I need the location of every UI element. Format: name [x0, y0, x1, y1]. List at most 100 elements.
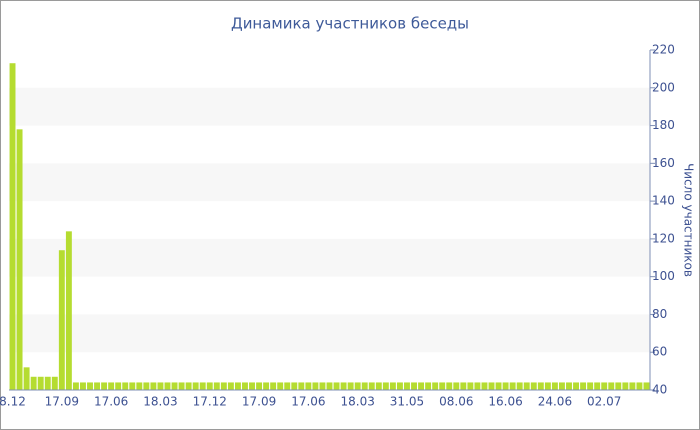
bar [65, 231, 72, 390]
bar [594, 382, 601, 390]
bar [129, 382, 136, 390]
bar [58, 250, 65, 390]
bar [305, 382, 312, 390]
bar [136, 382, 143, 390]
y-axis-title: Число участников [682, 163, 696, 277]
bar [192, 382, 199, 390]
bar [516, 382, 523, 390]
bar [270, 382, 277, 390]
bar [80, 382, 86, 390]
grid-band [9, 238, 650, 277]
bar [453, 382, 460, 390]
bar [566, 382, 572, 390]
x-tick-label: 17.12 [193, 395, 227, 409]
bar [382, 382, 389, 390]
x-tick-label: 02.07 [587, 395, 621, 409]
bar [227, 382, 234, 390]
bar [72, 382, 79, 390]
bar [643, 382, 650, 390]
bar [467, 382, 474, 390]
bar [213, 382, 220, 390]
bar [460, 382, 467, 390]
y-tick-label: 140 [652, 194, 675, 208]
x-tick-label: 17.09 [45, 395, 79, 409]
bar [411, 382, 417, 390]
bar [354, 382, 361, 390]
bar [101, 382, 108, 390]
bar [622, 382, 629, 390]
bar [199, 382, 206, 390]
bar [263, 382, 270, 390]
bar [481, 382, 488, 390]
bar [284, 382, 291, 390]
bar [488, 382, 495, 390]
bar [44, 376, 51, 390]
bar [502, 382, 509, 390]
bar [389, 382, 396, 390]
bar [150, 382, 157, 390]
bar [573, 382, 579, 390]
bar [242, 382, 248, 390]
bar [580, 382, 587, 390]
bar [523, 382, 530, 390]
bar [87, 382, 93, 390]
bar [629, 382, 636, 390]
bar [23, 367, 30, 390]
grid-band [9, 87, 650, 126]
y-tick-label: 100 [652, 269, 675, 283]
bar [636, 382, 643, 390]
bar [256, 382, 263, 390]
bar [37, 376, 44, 390]
y-tick-label: 60 [652, 345, 667, 359]
bar [368, 382, 375, 390]
x-tick-label: 17.09 [242, 395, 276, 409]
bar [432, 382, 439, 390]
bar [51, 376, 58, 390]
bar [587, 382, 594, 390]
y-tick-label: 80 [652, 307, 667, 321]
x-tick-label: 17.06 [94, 395, 128, 409]
bar [404, 382, 410, 390]
y-tick-label: 200 [652, 80, 675, 94]
bar [530, 382, 537, 390]
x-tick-label: 16.06 [488, 395, 522, 409]
bar [234, 382, 241, 390]
bar [164, 382, 171, 390]
bar [495, 382, 502, 390]
bar [30, 376, 37, 390]
bar [544, 382, 551, 390]
y-tick-label: 180 [652, 118, 675, 132]
bar [340, 382, 347, 390]
bar [94, 382, 101, 390]
bar [446, 382, 453, 390]
bar [108, 382, 115, 390]
bar [291, 382, 298, 390]
x-tick-label: 08.06 [439, 395, 473, 409]
y-tick-label: 40 [652, 383, 667, 397]
bar [122, 382, 129, 390]
bar [375, 382, 382, 390]
bar [425, 382, 432, 390]
bar [16, 129, 23, 391]
bar [418, 382, 425, 390]
bar [509, 382, 516, 390]
x-tick-label: 18.03 [143, 395, 177, 409]
bar [9, 63, 16, 390]
grid-band [9, 163, 650, 202]
y-tick-label: 220 [652, 43, 675, 57]
bar [185, 382, 192, 390]
bar [333, 382, 340, 390]
bar [326, 382, 333, 390]
bar [474, 382, 481, 390]
bar [143, 382, 150, 390]
x-tick-label: 31.05 [390, 395, 424, 409]
chart-title: Динамика участников беседы [231, 15, 469, 33]
y-tick-label: 160 [652, 156, 675, 170]
grid-band [9, 314, 650, 353]
bar [206, 382, 213, 390]
bar [347, 382, 354, 390]
bar [319, 382, 326, 390]
x-tick-label: 8.12 [0, 395, 26, 409]
y-tick-label: 120 [652, 231, 675, 245]
